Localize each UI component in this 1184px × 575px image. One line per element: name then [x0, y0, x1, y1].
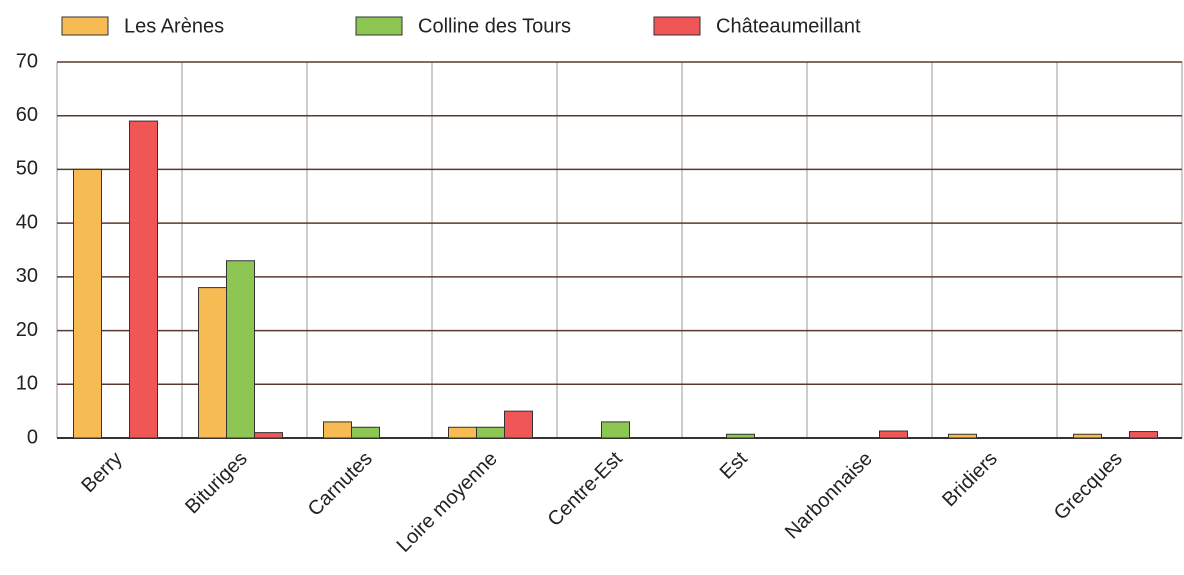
- bar: [726, 433, 755, 439]
- x-tick-label: Est: [716, 447, 752, 483]
- x-tick-label: Bridiers: [938, 448, 1001, 511]
- bar: [73, 168, 102, 439]
- legend-swatch: [653, 16, 701, 36]
- x-tick-label: Loire moyenne: [393, 448, 502, 557]
- bar: [1073, 433, 1102, 439]
- bar: [476, 426, 505, 439]
- bar: [254, 432, 283, 439]
- x-tick-label: Carnutes: [304, 448, 377, 521]
- x-tick-label: Bituriges: [181, 448, 252, 519]
- legend-label: Colline des Tours: [418, 15, 571, 37]
- legend-label: Châteaumeillant: [716, 15, 861, 37]
- x-tick-label: Narbonnaise: [781, 448, 877, 544]
- y-tick-label: 30: [16, 265, 38, 287]
- legend-swatch: [61, 16, 109, 36]
- bar: [226, 260, 255, 439]
- bar: [1129, 431, 1158, 439]
- bar: [198, 287, 227, 439]
- x-tick-label: Grecques: [1050, 448, 1127, 525]
- y-tick-label: 70: [16, 50, 38, 72]
- bar: [448, 426, 477, 439]
- legend-swatch: [355, 16, 403, 36]
- y-tick-label: 20: [16, 319, 38, 341]
- x-tick-label: Berry: [77, 448, 126, 497]
- x-tick-label: Centre-Est: [544, 447, 627, 530]
- bar: [879, 430, 908, 439]
- bar: [351, 426, 380, 439]
- y-tick-label: 60: [16, 104, 38, 126]
- bar: [323, 421, 352, 439]
- bar: [129, 120, 158, 439]
- bar: [601, 421, 630, 439]
- y-tick-label: 0: [27, 426, 38, 448]
- bar: [504, 410, 533, 439]
- y-tick-label: 40: [16, 211, 38, 233]
- y-tick-label: 10: [16, 373, 38, 395]
- bar: [948, 433, 977, 439]
- y-tick-label: 50: [16, 158, 38, 180]
- legend-label: Les Arènes: [124, 15, 224, 37]
